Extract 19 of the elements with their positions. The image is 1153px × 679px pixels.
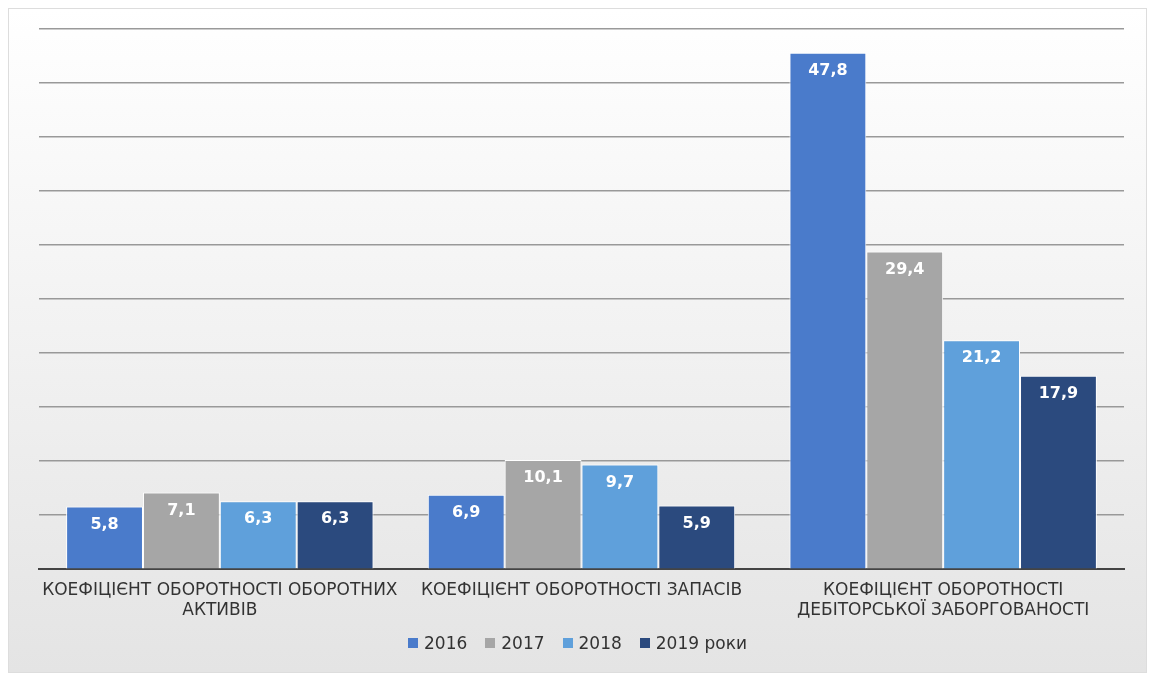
data-label: 29,4 [885,258,925,278]
x-tick-label: КОЕФІЦІЄНТ ОБОРОТНОСТІ ДЕБІТОРСЬКОЇ ЗАБОРГОВАНОСТІ [796,578,1090,620]
legend-label: 2018 [578,633,622,653]
data-label: 5,9 [682,512,711,532]
data-label: 21,2 [961,347,1002,367]
x-tick-label: КОЕФІЦІЄНТ ОБОРОТНОСТІ ЗАПАСІВ [420,578,743,599]
data-label: 6,3 [244,508,273,528]
data-label: 6,9 [452,501,481,521]
legend-label: 2017 [501,633,545,653]
data-label: 10,1 [523,467,563,487]
legend-label: 2019 роки [655,633,747,653]
data-label: 6,3 [320,508,350,528]
x-tick-label: КОЕФІЦІЄНТ ОБОРОТНОСТІ ОБОРОТНИХ АКТИВІВ [42,578,398,620]
data-label: 17,9 [1038,382,1079,402]
data-label: 9,7 [605,471,635,491]
data-label: 5,8 [90,513,119,533]
legend-label: 2016 [424,633,468,653]
data-label: 47,8 [808,59,848,79]
data-label: 7,1 [167,499,196,519]
